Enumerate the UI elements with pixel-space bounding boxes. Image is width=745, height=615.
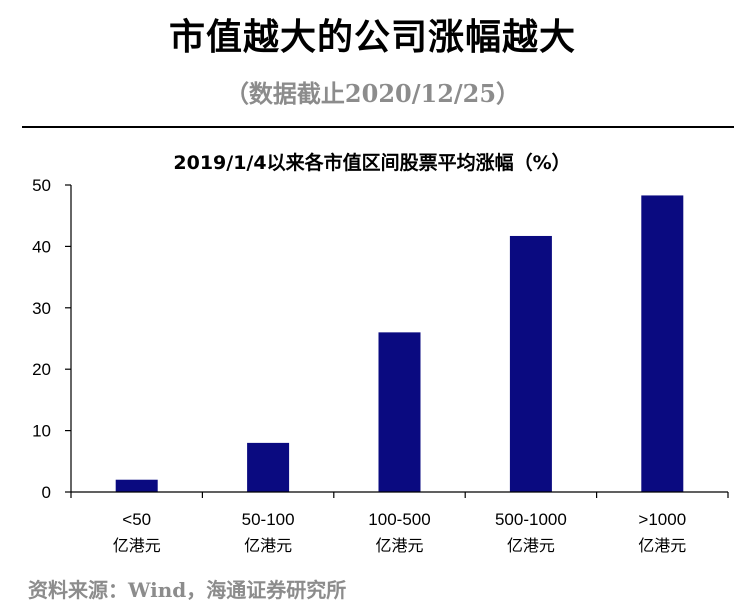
y-tick-label: 0 [42, 483, 51, 502]
x-category-unit: 亿港元 [375, 536, 423, 555]
y-tick-label: 10 [32, 422, 51, 441]
bar [641, 195, 684, 493]
x-categories-group: <50 亿港元 50-100 亿港元 100-500 亿港元 500-1000 亿港元 >100… [70, 492, 729, 555]
page-subtitle: （数据截止2020/12/25） [224, 79, 521, 108]
bars-group [115, 195, 684, 493]
y-tick-label: 20 [32, 360, 51, 379]
x-category-label: 500-1000 [495, 510, 567, 529]
bar [115, 479, 158, 492]
y-ticks-group: 0 10 20 30 40 50 [32, 176, 71, 502]
x-category-label: 50-100 [242, 510, 295, 529]
x-category-unit: 亿港元 [244, 536, 292, 555]
y-tick-label: 50 [32, 176, 51, 195]
page-title: 市值越大的公司涨幅越大 [168, 16, 576, 58]
bar [247, 442, 290, 492]
axes-group [70, 185, 728, 493]
bar [509, 235, 552, 492]
title-divider [22, 126, 734, 128]
chart-title: 2019/1/4以来各市值区间股票平均涨幅（%） [173, 151, 570, 174]
x-category-unit: 亿港元 [507, 536, 555, 555]
x-category-label: 100-500 [368, 510, 430, 529]
source-note: 资料来源：Wind，海通证券研究所 [28, 578, 347, 602]
x-category-label: <50 [122, 510, 151, 529]
bar [378, 332, 421, 492]
x-category-label: >1000 [638, 510, 686, 529]
x-category-unit: 亿港元 [113, 536, 161, 555]
y-tick-label: 40 [32, 237, 51, 256]
x-category-unit: 亿港元 [638, 536, 686, 555]
y-tick-label: 30 [32, 299, 51, 318]
